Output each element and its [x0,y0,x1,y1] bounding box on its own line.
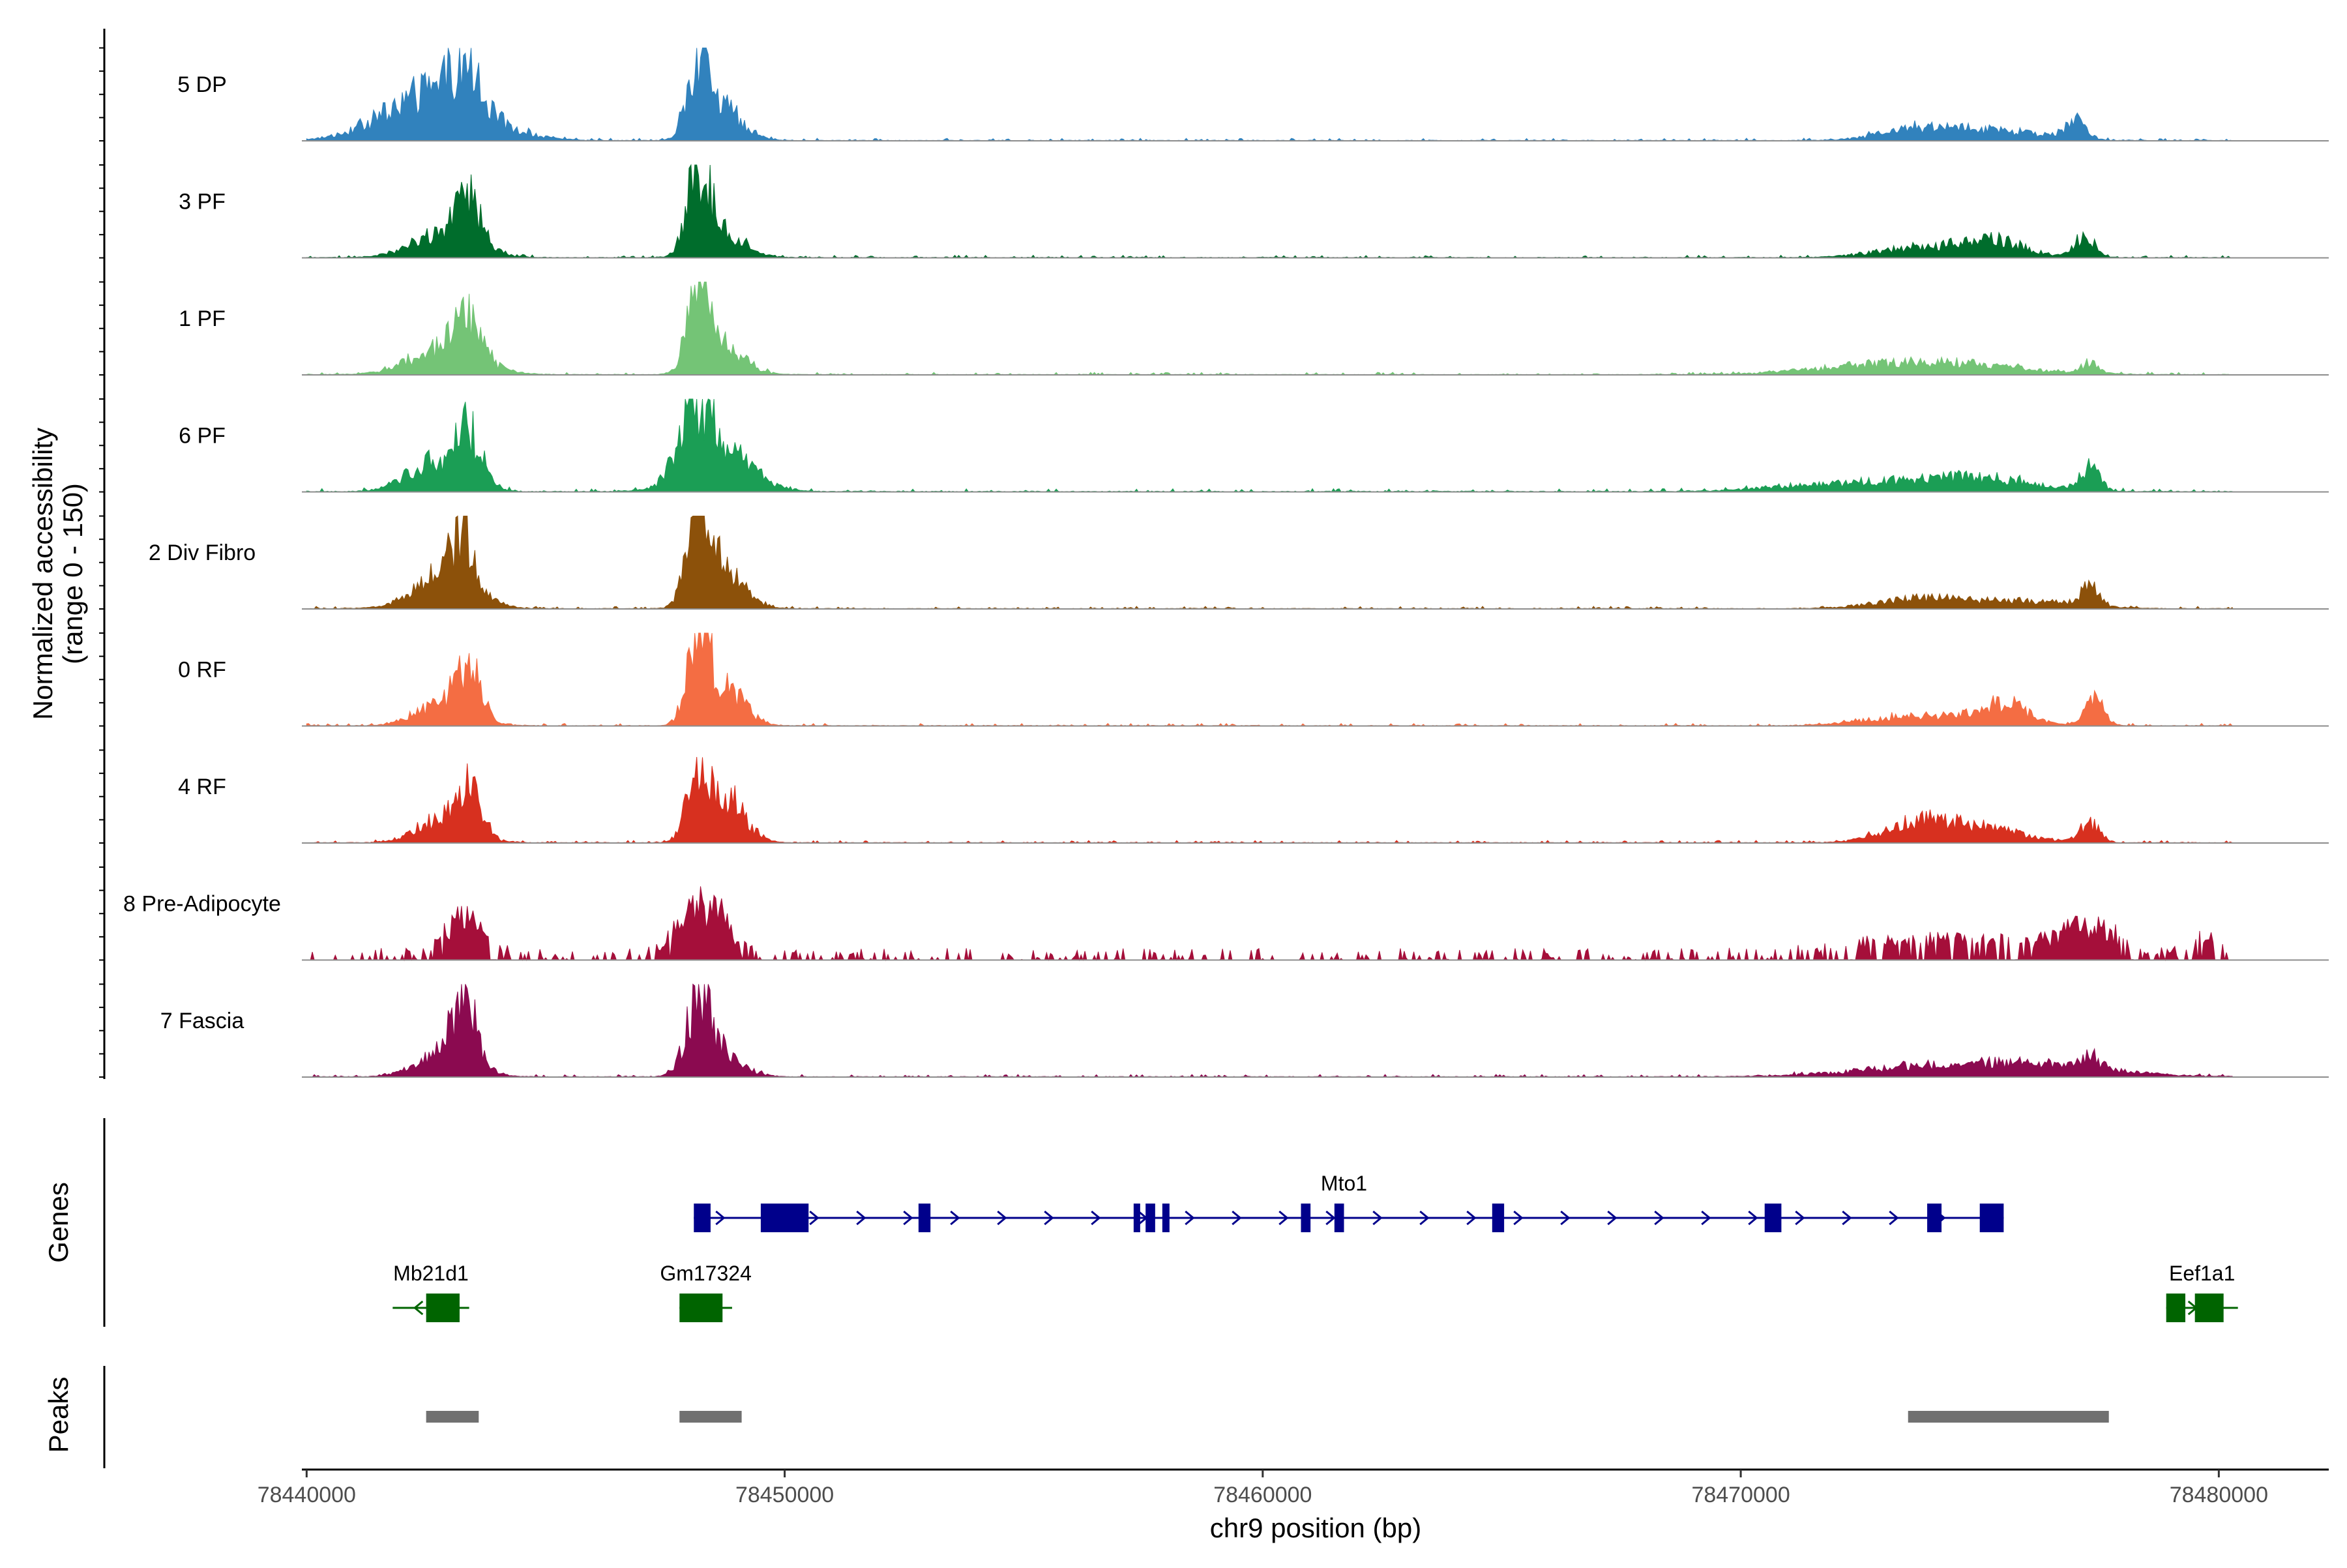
gene-label: Gm17324 [660,1262,752,1285]
strand-chevron [1044,1210,1054,1226]
gene-exon [1301,1204,1311,1232]
strand-chevron [1889,1210,1899,1226]
track-5-dp: 5 DP [177,48,2329,141]
coverage-area [306,757,2234,844]
strand-chevron [1419,1210,1430,1226]
gene-exon [1334,1204,1344,1232]
strand-chevron [413,1300,424,1316]
strand-chevron [1654,1210,1664,1226]
track-label: 0 RF [178,658,226,683]
left-axes [99,29,106,1468]
track-label: 2 Div Fibro [149,540,256,565]
peaks-track-label: Peaks [43,1377,74,1453]
coverage-area [306,48,2234,141]
track-8-pre-adipocyte: 8 Pre-Adipocyte [123,886,2329,962]
strand-chevron [1842,1210,1852,1226]
strand-chevron [856,1210,866,1226]
strand-chevron [1278,1210,1289,1226]
strand-chevron [1795,1210,1805,1226]
gene-exon [426,1294,460,1322]
strand-chevron [1748,1210,1758,1226]
peak-region [1908,1411,2109,1423]
gene-exon [918,1204,931,1232]
y-axis-title-line-2: (range 0 - 150) [57,483,88,664]
track-label: 8 Pre-Adipocyte [123,892,281,917]
x-ticks: 78440000 78450000 78460000 78470000 78480000 [258,1470,2268,1507]
gene-exon [1979,1204,2004,1232]
gene-gm17324: Gm17324 [660,1262,752,1322]
genes-track-label: Genes [43,1182,74,1263]
gene-exon [2194,1294,2224,1322]
gene-exon [1764,1204,1782,1232]
strand-chevron [1701,1210,1711,1226]
coverage-area [306,164,2234,259]
strand-chevron [1560,1210,1571,1226]
strand-chevron [1232,1210,1242,1226]
strand-chevron [1325,1210,1336,1226]
coverage-area [306,886,2234,962]
track-label: 4 RF [178,775,226,799]
gene-exon [694,1204,711,1232]
x-tick-label: 78450000 [735,1483,834,1507]
track-label: 1 PF [179,306,226,331]
strand-chevron [809,1210,819,1226]
strand-chevron [903,1210,913,1226]
peak-region [679,1411,742,1423]
gene-exon [1927,1204,1942,1232]
track-label: 6 PF [179,424,226,449]
gene-mb21d1: Mb21d1 [392,1262,469,1322]
gene-exon [679,1294,723,1322]
coverage-area [306,398,2234,493]
coverage-area [306,515,2234,610]
strand-chevron [1372,1210,1383,1226]
track-3-pf: 3 PF [179,164,2329,259]
gene-exon [2166,1294,2186,1322]
x-tick-label: 78440000 [258,1483,356,1507]
strand-chevron [997,1210,1007,1226]
gene-exon [1492,1204,1505,1232]
strand-chevron [1607,1210,1617,1226]
y-axis-title-line-1: Normalized accessibility [27,428,58,720]
strand-chevron [1513,1210,1524,1226]
gene-label: Eef1a1 [2169,1262,2235,1285]
peak-region [426,1411,479,1423]
track-1-pf: 1 PF [179,282,2329,376]
coverage-area [306,632,2234,727]
track-2-div-fibro: 2 Div Fibro [149,515,2329,610]
coverage-area [306,282,2234,376]
track-7-fascia: 7 Fascia [160,983,2329,1078]
gene-exon [760,1204,809,1232]
peak-track [426,1411,2109,1423]
strand-chevron [1091,1210,1101,1226]
strand-chevron [1466,1210,1477,1226]
gene-eef1a1: Eef1a1 [2166,1262,2238,1322]
track-label: 3 PF [179,190,226,214]
gene-exon [1145,1204,1155,1232]
strand-chevron [950,1210,960,1226]
x-tick-label: 78470000 [1691,1483,1790,1507]
x-axis: 78440000 78450000 78460000 78470000 78480000… [258,1468,2329,1543]
gene-exon [1162,1204,1170,1232]
track-6-pf: 6 PF [179,398,2329,493]
track-0-rf: 0 RF [178,632,2329,727]
gene-mto1: Mto1 [694,1172,2004,1232]
gene-exon [1133,1204,1140,1232]
coverage-area [306,983,2234,1078]
accessibility-tracks: 5 DP 3 PF 1 PF 6 PF 2 Div Fibro 0 RF 4 RF 8 Pre… [123,48,2329,1078]
track-label: 5 DP [177,72,227,97]
track-label: 7 Fascia [160,1009,244,1033]
strand-chevron [1185,1210,1195,1226]
x-tick-label: 78460000 [1213,1483,1312,1507]
gene-track: Mto1 Mb21d1 Gm17324 Eef1a1 [392,1172,2238,1322]
x-tick-label: 78480000 [2170,1483,2268,1507]
gene-label: Mb21d1 [393,1262,469,1285]
track-4-rf: 4 RF [178,757,2329,844]
x-axis-title: chr9 position (bp) [1210,1513,1422,1543]
gene-label: Mto1 [1321,1172,1367,1195]
strand-chevron [715,1210,726,1226]
